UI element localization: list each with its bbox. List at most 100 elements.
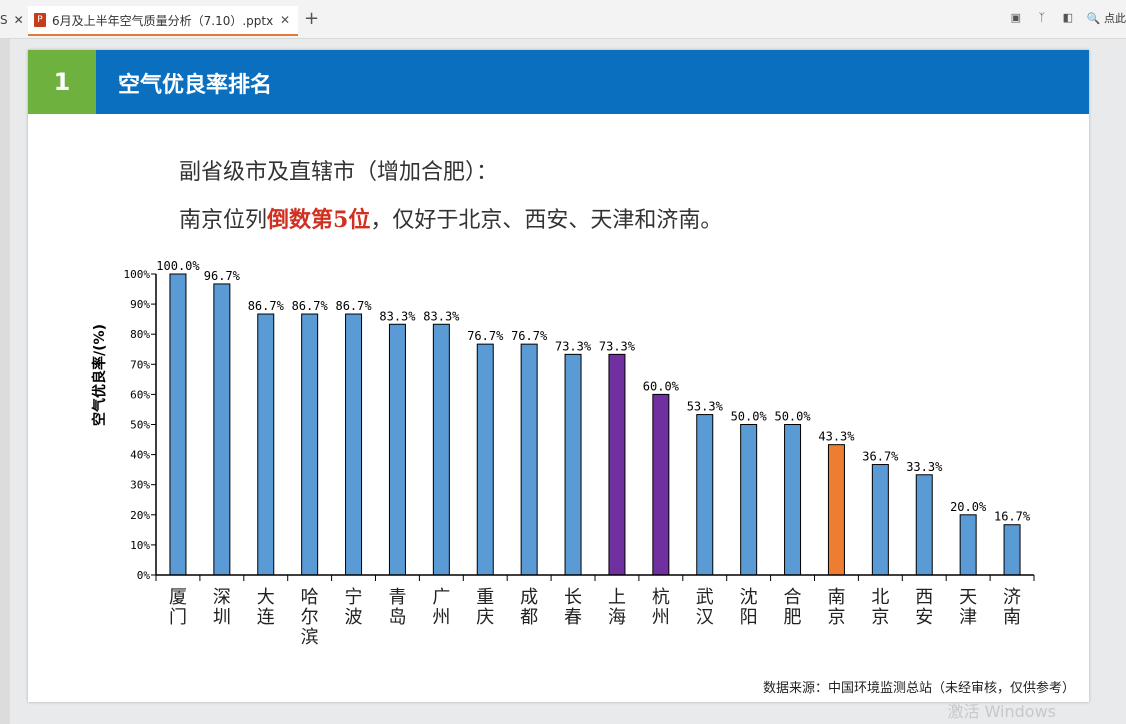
x-tick-label: 广州 <box>432 587 450 628</box>
toolbar-right: ▣ ᛉ ◧ 🔍 点此 <box>1009 10 1126 26</box>
bar <box>915 474 933 576</box>
data-label: 73.3% <box>555 339 592 353</box>
bar <box>169 273 187 576</box>
y-tick-label: 80% <box>130 328 150 341</box>
x-tick-label: 武汉 <box>696 587 714 628</box>
bar <box>564 353 582 576</box>
data-label: 83.3% <box>423 309 460 323</box>
y-tick-label: 40% <box>130 449 150 462</box>
bar <box>520 343 538 576</box>
bar <box>476 343 494 576</box>
x-tick-label: 哈尔滨 <box>301 587 319 648</box>
bar <box>432 323 450 576</box>
data-label: 16.7% <box>994 510 1031 524</box>
y-tick-label: 10% <box>130 539 150 552</box>
bar <box>608 353 626 576</box>
data-label: 86.7% <box>335 299 372 313</box>
y-axis-label: 空气优良率/(%) <box>91 324 108 426</box>
x-tick-label: 深圳 <box>213 587 231 628</box>
line2-part-b: ，仅好于北京、西安、天津和济南。 <box>370 208 723 233</box>
y-tick-label: 30% <box>130 479 150 492</box>
subtitle-line-2: 南京位列倒数第5位，仅好于北京、西安、天津和济南。 <box>179 202 722 234</box>
slide-number-box: 1 <box>28 50 96 114</box>
close-icon[interactable]: ✕ <box>13 13 24 27</box>
x-tick-label: 天津 <box>959 587 977 628</box>
x-tick-label: 西安 <box>915 587 933 628</box>
y-tick-label: 90% <box>130 298 150 311</box>
x-tick-label: 青岛 <box>388 587 406 628</box>
activation-watermark: 激活 Windows <box>947 702 1056 721</box>
data-label: 86.7% <box>292 299 329 313</box>
layout-icon[interactable]: ◧ <box>1062 11 1073 24</box>
data-label: 96.7% <box>204 269 241 283</box>
slide-number: 1 <box>53 68 71 96</box>
bar <box>652 393 670 576</box>
bar <box>740 424 758 576</box>
data-label: 20.0% <box>950 500 987 514</box>
x-tick-label: 长春 <box>564 587 582 628</box>
new-tab-plus-icon[interactable]: + <box>304 8 320 29</box>
x-tick-label: 合肥 <box>784 587 802 628</box>
slide-canvas: 1 空气优良率排名 副省级市及直辖市（增加合肥）： 南京位列倒数第5位，仅好于北… <box>28 50 1089 702</box>
bar <box>257 313 275 576</box>
y-tick-label: 70% <box>130 358 150 371</box>
bar <box>1003 524 1021 576</box>
x-tick-label: 重庆 <box>476 587 494 628</box>
data-label: 50.0% <box>731 410 768 424</box>
data-label: 60.0% <box>643 379 680 393</box>
bar <box>784 424 802 576</box>
bar <box>213 283 231 576</box>
search-hint[interactable]: 🔍 点此 <box>1086 12 1126 25</box>
y-tick-label: 20% <box>130 509 150 522</box>
data-label: 73.3% <box>599 339 636 353</box>
data-source-note: 数据来源：中国环境监测总站（未经审核，仅供参考） <box>762 681 1075 696</box>
pptx-file-icon: P <box>34 13 46 27</box>
subtitle-line-1: 副省级市及直辖市（增加合肥）： <box>179 160 499 185</box>
bar <box>827 444 845 576</box>
x-tick-label: 济南 <box>1003 587 1021 628</box>
data-label: 50.0% <box>774 410 811 424</box>
data-label: 53.3% <box>687 400 724 414</box>
bar <box>696 414 714 576</box>
pin-icon[interactable]: ᛉ <box>1038 11 1046 24</box>
bar <box>345 313 363 576</box>
x-tick-label: 杭州 <box>652 587 670 628</box>
search-hint-label: 点此 <box>1104 12 1126 25</box>
y-tick-label: 50% <box>130 419 150 432</box>
data-label: 76.7% <box>511 329 548 343</box>
x-tick-label: 宁波 <box>345 587 363 628</box>
bar-chart: 空气优良率/(%) 0% 10% 20% 30% 40% 50% 60% 70% 80% 90% 1… <box>91 259 1035 648</box>
bar <box>871 464 889 576</box>
tab-bar: S ✕ P 6月及上半年空气质量分析（7.10）.pptx ✕ + ▣ ᛉ ◧ … <box>0 0 1126 39</box>
x-tick-label: 厦门 <box>169 587 187 628</box>
y-tick-label: 0% <box>137 569 151 582</box>
line2-highlight: 倒数第5位 <box>267 207 371 233</box>
slide-title-banner: 1 空气优良率排名 <box>28 50 1089 114</box>
slide-title: 空气优良率排名 <box>118 73 273 98</box>
x-tick-label: 北京 <box>871 587 889 628</box>
x-tick-label: 沈阳 <box>740 587 758 628</box>
data-label: 43.3% <box>818 430 855 444</box>
monitor-icon[interactable]: ▣ <box>1010 11 1021 24</box>
close-icon[interactable]: ✕ <box>279 13 290 27</box>
x-tick-label: 大连 <box>257 587 275 628</box>
data-label: 36.7% <box>862 450 899 464</box>
x-tick-label: 成都 <box>520 587 538 628</box>
data-label: 76.7% <box>467 329 504 343</box>
data-label: 33.3% <box>906 460 943 474</box>
tab-previous-label: S <box>0 13 8 27</box>
x-tick-label: 南京 <box>827 587 845 628</box>
tab-previous[interactable]: S ✕ <box>0 8 24 32</box>
y-tick-label: 100% <box>124 268 151 281</box>
tab-active-label: 6月及上半年空气质量分析（7.10）.pptx <box>52 13 274 28</box>
data-label: 100.0% <box>156 259 200 273</box>
line2-part-a: 南京位列 <box>179 208 268 233</box>
tab-active-document[interactable]: P 6月及上半年空气质量分析（7.10）.pptx ✕ <box>28 6 298 36</box>
bar <box>388 323 406 576</box>
data-label: 86.7% <box>248 299 285 313</box>
bar <box>301 313 319 576</box>
y-tick-label: 60% <box>130 388 150 401</box>
left-panel-edge <box>0 39 10 724</box>
data-label: 83.3% <box>379 309 416 323</box>
x-tick-label: 上海 <box>608 587 626 628</box>
